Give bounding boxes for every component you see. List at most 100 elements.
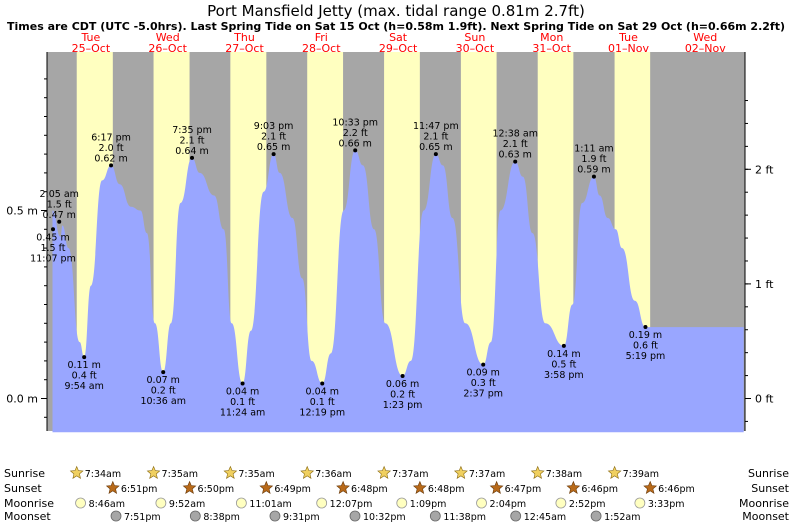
sunset-icon	[259, 480, 274, 494]
tide-label: 0.66 m	[339, 138, 372, 149]
moonset-time: 10:32pm	[363, 512, 406, 523]
sunset-icon	[489, 480, 504, 494]
sunset-icon	[105, 480, 120, 494]
tide-label: 0.14 m	[547, 349, 580, 360]
day-of-week-label: Mon	[540, 31, 563, 44]
moonrise-time: 9:52am	[169, 499, 205, 510]
sunrise-icon	[300, 465, 315, 479]
tide-label: 11:07 pm	[30, 253, 76, 264]
tide-label: 2:05 am	[40, 189, 79, 200]
tide-label: 0.04 m	[306, 386, 339, 397]
day-date-label: 02–Nov	[685, 42, 726, 55]
sunrise-time: 7:36am	[315, 469, 351, 480]
sunrise-icon	[223, 465, 238, 479]
moonset-icon	[510, 510, 522, 522]
tide-point	[161, 370, 166, 375]
tide-label: 1.5 ft	[47, 199, 72, 210]
moonrise-time: 3:33pm	[648, 499, 685, 510]
row-label-right: Sunrise	[748, 467, 789, 480]
day-of-week-label: Wed	[156, 31, 180, 44]
moonrise-icon	[555, 497, 567, 509]
tide-label: 6:17 pm	[91, 132, 131, 143]
tide-label: 11:47 pm	[413, 121, 459, 132]
tide-label: 0.64 m	[175, 146, 208, 157]
tide-point	[240, 381, 245, 386]
moonset-time: 7:51pm	[124, 512, 161, 523]
tide-label: 2.1 ft	[423, 132, 448, 143]
tide-point	[561, 343, 566, 348]
tide-label: 0.2 ft	[390, 389, 415, 400]
moonrise-icon	[634, 497, 646, 509]
row-label-left: Moonset	[4, 510, 51, 523]
tide-label: 0.11 m	[67, 360, 100, 371]
sunset-icon	[643, 480, 658, 494]
sunrise-icon	[530, 465, 545, 479]
moonset-icon	[590, 510, 602, 522]
tide-point	[433, 152, 438, 157]
day-of-week-label: Tue	[618, 31, 638, 44]
row-label-right: Moonrise	[739, 497, 789, 510]
moonset-icon	[110, 510, 122, 522]
tide-label: 0.45 m	[36, 232, 69, 243]
moonrise-icon	[396, 497, 408, 509]
sunrise-time: 7:35am	[162, 469, 198, 480]
plot-area	[47, 52, 745, 433]
tide-label: 11:24 am	[220, 407, 265, 418]
tide-point	[320, 381, 325, 386]
tide-label: 0.09 m	[467, 368, 500, 379]
tide-label: 0.65 m	[419, 142, 452, 153]
tide-point	[481, 362, 486, 367]
tide-label: 12:38 am	[492, 129, 537, 140]
moonset-time: 9:31pm	[283, 512, 320, 523]
tide-label: 0.59 m	[577, 165, 610, 176]
moonrise-time: 1:09pm	[410, 499, 447, 510]
sunset-time: 6:48pm	[428, 484, 465, 495]
tide-label: 0.4 ft	[72, 371, 97, 382]
tide-point	[109, 163, 114, 168]
chart-subtitle: Times are CDT (UTC -5.0hrs). Last Spring…	[7, 20, 785, 33]
tide-point	[57, 219, 62, 224]
sunset-time: 6:50pm	[198, 484, 235, 495]
row-label-left: Sunset	[4, 482, 42, 495]
day-date-label: 29–Oct	[379, 42, 418, 55]
moonrise-icon	[235, 497, 247, 509]
sunrise-time: 7:37am	[392, 469, 428, 480]
tide-label: 9:54 am	[64, 381, 103, 392]
day-of-week-label: Fri	[315, 31, 328, 44]
moonset-time: 8:38pm	[203, 512, 240, 523]
moonset-icon	[429, 510, 441, 522]
day-of-week-label: Tue	[81, 31, 101, 44]
tide-label: 5:19 pm	[626, 351, 666, 362]
sunset-time: 6:47pm	[505, 484, 542, 495]
sunset-icon	[336, 480, 350, 494]
sunset-time: 6:48pm	[351, 484, 388, 495]
moonrise-time: 8:46am	[89, 499, 125, 510]
tide-point	[190, 155, 195, 160]
tide-label: 0.3 ft	[471, 378, 496, 389]
day-of-week-label: Sun	[464, 31, 485, 44]
tide-point	[643, 325, 648, 330]
tide-label: 0.6 ft	[633, 341, 658, 352]
y-tick-label-right: 2 ft	[755, 163, 774, 176]
sunset-time: 6:51pm	[121, 484, 158, 495]
moonrise-time: 2:04pm	[490, 499, 527, 510]
moonrise-icon	[155, 497, 167, 509]
day-date-label: 31–Oct	[532, 42, 571, 55]
tide-point	[591, 174, 596, 179]
tide-label: 2.2 ft	[343, 128, 368, 139]
tide-label: 9:03 pm	[254, 121, 294, 132]
tide-point	[513, 159, 518, 164]
sunrise-icon	[377, 465, 392, 479]
sunset-icon	[566, 480, 581, 494]
tide-point	[82, 355, 87, 360]
sunrise-icon	[69, 465, 84, 479]
moonset-icon	[269, 510, 281, 522]
astro-rows: Sunrise Sunrise Sunset Sunset Moonrise Moonri…	[4, 465, 790, 523]
tide-water-area	[52, 150, 744, 433]
day-date-label: 27–Oct	[225, 42, 264, 55]
tide-label: 0.5 ft	[551, 359, 576, 370]
tide-label: 0.65 m	[257, 142, 290, 153]
